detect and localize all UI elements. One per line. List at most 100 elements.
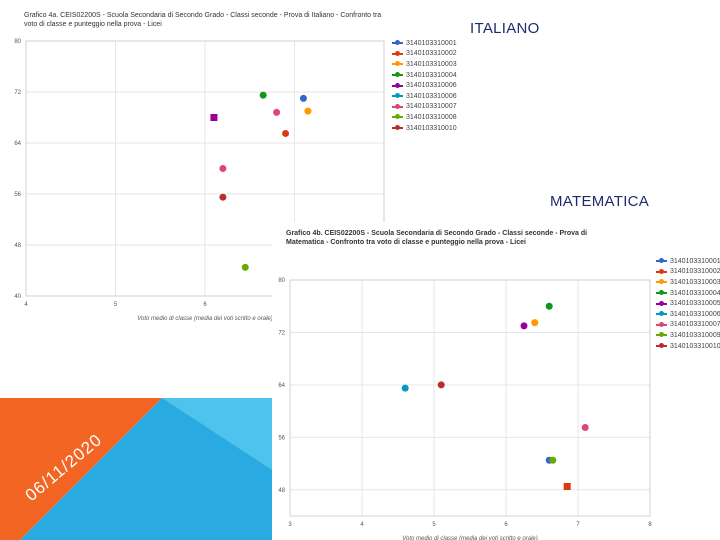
legend-label: 3140103310009 [670,331,720,339]
data-point [437,381,445,389]
x-tick-label: 5 [114,302,118,308]
legend-swatch [392,61,403,67]
x-tick-label: 4 [24,302,28,308]
legend-item: 3140103310006 [656,309,720,320]
legend-swatch [392,82,403,88]
y-tick-label: 64 [14,141,21,147]
legend-label: 3140103310006 [406,82,457,90]
legend-item: 3140103310003 [392,59,457,70]
legend-item: 3140103310009 [656,330,720,341]
legend-item: 3140103310008 [392,112,457,123]
legend-label: 3140103310006 [406,92,457,100]
legend-swatch [656,290,667,296]
legend-item: 3140103310004 [656,288,720,299]
y-tick-label: 80 [14,39,21,45]
x-axis-label: Voto medio di classe (media dei voti scr… [402,536,538,540]
orange-band [0,398,162,540]
y-tick-label: 48 [278,488,285,494]
data-point [545,302,553,310]
data-point [219,193,227,201]
cyan-band [20,398,272,540]
legend-label: 3140103310002 [670,268,720,276]
legend-label: 3140103310001 [670,257,720,265]
x-tick-label: 5 [432,522,436,528]
chart-title: Grafico 4b. CEIS02200S - Scuola Secondar… [286,230,588,246]
data-point [273,108,281,116]
legend-item: 3140103310010 [392,123,457,134]
x-axis-label: Voto medio di classe (media dei voti scr… [137,316,273,322]
legend-swatch [392,40,403,46]
legend-swatch [656,321,667,327]
y-tick-label: 80 [278,278,285,284]
legend-item: 3140103310005 [656,298,720,309]
legend-swatch [656,279,667,285]
legend-swatch [656,332,667,338]
legend-swatch [656,311,667,317]
light-cyan-band [162,398,272,470]
legend-item: 3140103310002 [392,49,457,60]
italiano-label: ITALIANO [470,20,540,37]
legend-item: 3140103310003 [656,277,720,288]
legend-label: 3140103310004 [406,71,457,79]
legend-swatch [392,103,403,109]
legend-item: 3140103310001 [392,38,457,49]
y-tick-label: 72 [14,90,21,96]
legend-label: 3140103310007 [670,321,720,329]
matematica-chart: Grafico 4b. CEIS02200S - Scuola Secondar… [272,222,720,540]
y-tick-label: 56 [14,192,21,198]
matematica-label: MATEMATICA [550,193,650,210]
legend-label: 3140103310005 [670,300,720,308]
legend-swatch [392,72,403,78]
data-point [549,456,557,464]
x-tick-label: 8 [648,522,652,528]
legend-item: 3140103310007 [392,102,457,113]
data-point [520,322,528,330]
legend-label: 3140103310002 [406,50,457,58]
plot-frame [289,279,651,517]
legend-item: 3140103310002 [656,267,720,278]
y-tick-label: 48 [14,243,21,249]
legend-item: 3140103310006 [392,80,457,91]
data-point [299,94,307,102]
x-tick-label: 7 [576,522,580,528]
legend-item: 3140103310001 [656,256,720,267]
legend-swatch [392,93,403,99]
y-tick-label: 40 [14,294,21,300]
legend-label: 3140103310006 [670,310,720,318]
legend-swatch [656,343,667,349]
legend-label: 3140103310001 [406,39,457,47]
legend-swatch [656,268,667,274]
legend-label: 3140103310003 [670,278,720,286]
y-tick-label: 72 [278,330,285,336]
legend-label: 3140103310004 [670,289,720,297]
legend-label: 3140103310008 [406,113,457,121]
data-point [241,263,249,271]
legend-swatch [656,300,667,306]
legend-swatch [392,125,403,131]
italiano-legend: 3140103310001 3140103310002 3140103310003 3… [392,38,457,133]
data-point [304,107,312,115]
data-point [210,114,218,121]
legend-label: 3140103310010 [406,124,457,132]
data-point [531,319,539,327]
data-point [563,483,571,490]
legend-item: 3140103310006 [392,91,457,102]
chart-title: Grafico 4a. CEIS02200S - Scuola Secondar… [24,12,382,28]
data-point [581,424,589,431]
legend-swatch [392,50,403,56]
legend-item: 3140103310010 [656,341,720,352]
matematica-legend: 3140103310001 3140103310002 3140103310003 3… [656,256,720,351]
x-tick-label: 4 [360,522,364,528]
data-point [219,165,227,172]
plot-frame [25,40,385,297]
legend-swatch [392,114,403,120]
legend-label: 3140103310003 [406,60,457,68]
y-tick-label: 64 [278,383,285,389]
legend-label: 3140103310007 [406,103,457,111]
x-tick-label: 6 [203,302,207,308]
legend-label: 3140103310010 [670,342,720,350]
x-tick-label: 3 [288,522,292,528]
x-tick-label: 6 [504,522,508,528]
